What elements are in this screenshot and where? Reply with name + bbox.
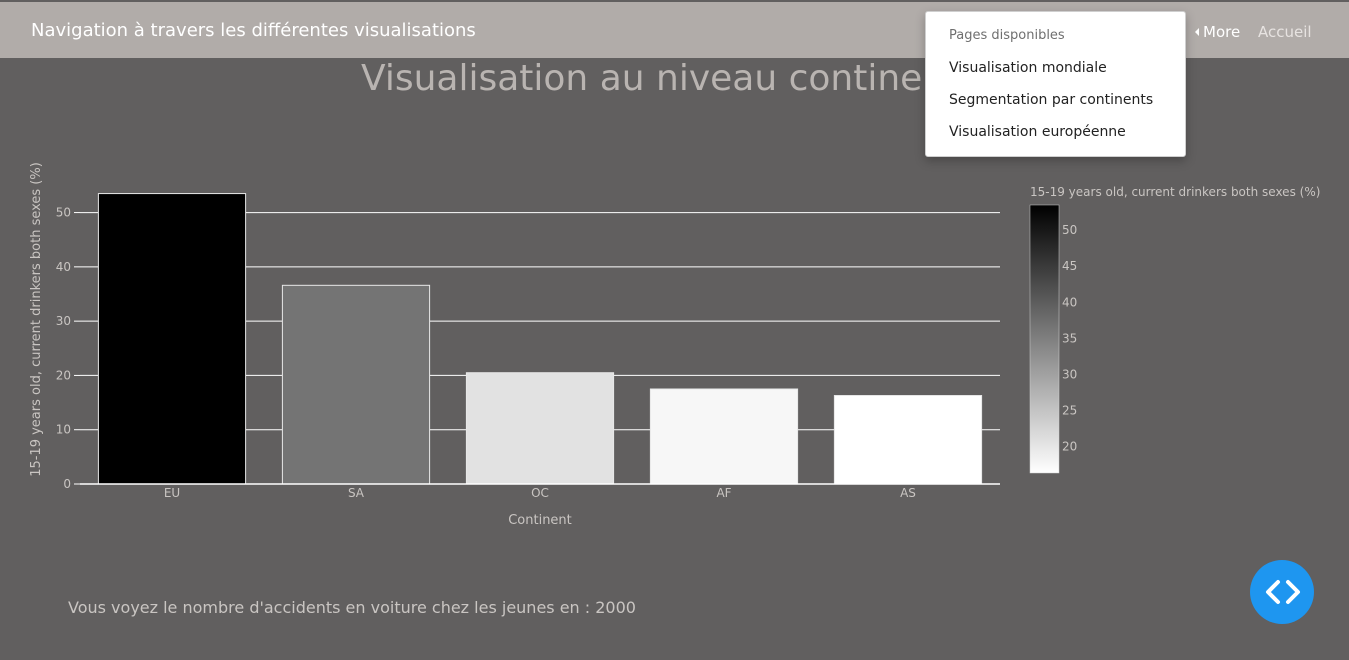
x-tick-label: EU — [164, 486, 180, 500]
more-label: More — [1203, 23, 1241, 41]
dropdown-header: Pages disponibles — [949, 28, 1065, 43]
dropdown-item-europe[interactable]: Visualisation européenne — [949, 124, 1126, 140]
y-tick-label: 20 — [56, 368, 71, 382]
bar-as — [833, 395, 983, 485]
colorbar-tick-label: 45 — [1062, 259, 1077, 273]
y-tick-label: 0 — [63, 477, 71, 491]
colorbar-tick-label: 50 — [1062, 223, 1077, 237]
y-tick-label: 30 — [56, 314, 71, 328]
bar-af — [649, 388, 799, 485]
x-axis-title: Continent — [508, 513, 572, 528]
bar-oc — [465, 372, 615, 485]
dropdown-item-world[interactable]: Visualisation mondiale — [949, 60, 1107, 76]
x-tick-label: OC — [531, 486, 549, 500]
code-arrows-icon — [1266, 580, 1300, 604]
y-tick-label: 40 — [56, 260, 71, 274]
page-title: Visualisation au niveau continental — [361, 58, 992, 99]
colorbar-title: 15-19 years old, current drinkers both s… — [1030, 185, 1320, 199]
caret-left-icon — [1195, 28, 1199, 36]
navbar-title: Navigation à travers les différentes vis… — [31, 20, 476, 41]
colorbar — [1029, 204, 1060, 474]
code-arrows-button[interactable] — [1250, 560, 1314, 624]
dropdown-item-continents[interactable]: Segmentation par continents — [949, 92, 1154, 108]
footer-caption: Vous voyez le nombre d'accidents en voit… — [68, 598, 636, 617]
colorbar-tick-label: 20 — [1062, 439, 1077, 453]
pages-dropdown: Pages disponibles Visualisation mondiale… — [925, 11, 1186, 157]
y-tick-label: 10 — [56, 423, 71, 437]
home-link[interactable]: Accueil — [1258, 23, 1312, 41]
colorbar-tick-label: 40 — [1062, 295, 1077, 309]
x-tick-label: SA — [348, 486, 365, 500]
y-axis-title: 15-19 years old, current drinkers both s… — [29, 162, 44, 477]
bar-sa — [281, 284, 431, 485]
x-tick-label: AF — [716, 486, 731, 500]
colorbar-tick-label: 30 — [1062, 367, 1077, 381]
bar-chart: 0 10 20 30 40 50 EU SA OC AF AS Continent 15-19 year… — [29, 162, 1320, 528]
x-tick-label: AS — [900, 486, 916, 500]
more-menu-toggle[interactable]: More — [1195, 23, 1240, 41]
bar-eu — [97, 193, 247, 485]
colorbar-tick-label: 25 — [1062, 403, 1077, 417]
colorbar-tick-label: 35 — [1062, 331, 1077, 345]
y-tick-label: 50 — [56, 206, 71, 220]
